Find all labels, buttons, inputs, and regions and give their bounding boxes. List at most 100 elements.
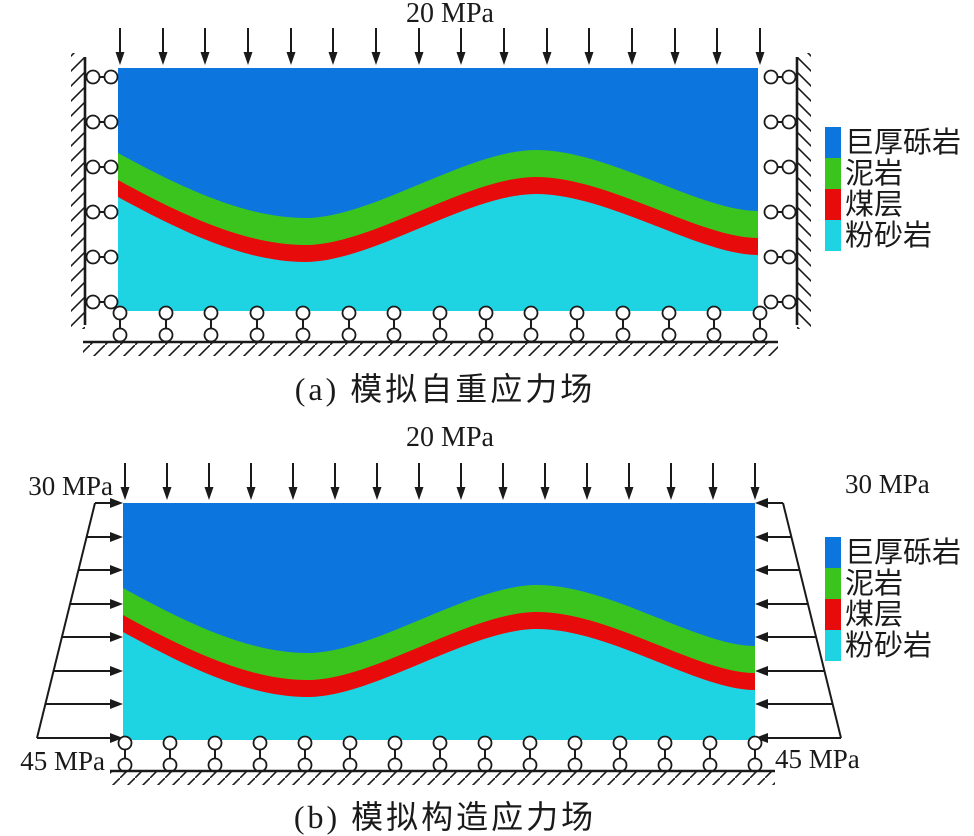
- arrowhead: [110, 565, 123, 575]
- roller-support: [297, 735, 313, 773]
- load-arrow-down: [413, 27, 425, 66]
- legend-label-conglomerate: 巨厚砾岩: [845, 536, 961, 569]
- roller-support: [702, 735, 718, 773]
- roller-support: [117, 735, 133, 773]
- arrowhead: [755, 498, 768, 508]
- load-arrow-down: [119, 462, 131, 501]
- panel-b-top-load-arrows: [119, 462, 761, 501]
- legend-label-siltstone: 粉砂岩: [845, 629, 932, 662]
- layer-siltstone: [118, 194, 758, 311]
- roller-support: [162, 735, 178, 773]
- roller-support: [661, 305, 677, 343]
- legend-swatch-conglomerate: [825, 537, 841, 568]
- ground-hatch: [110, 772, 775, 785]
- ground-hatch: [83, 343, 778, 356]
- load-arrow-down: [711, 27, 723, 66]
- roller-support: [615, 305, 631, 343]
- roller-support: [763, 69, 797, 85]
- load-arrow-down: [581, 462, 593, 501]
- roller-support: [752, 305, 768, 343]
- roller-support: [763, 249, 797, 265]
- load-arrow-down: [245, 462, 257, 501]
- load-arrow-down: [413, 462, 425, 501]
- load-arrow-down: [497, 462, 509, 501]
- panel-a-top-load-label: 20 MPa: [406, 0, 494, 29]
- legend-swatch-mudstone: [825, 568, 841, 599]
- load-arrow-down: [749, 462, 761, 501]
- load-arrow-down: [327, 27, 339, 66]
- legend-swatch-siltstone: [825, 220, 841, 251]
- panel-b-right-bottom-load-label: 45 MPa: [775, 744, 860, 774]
- panel-b-left-bottom-load-label: 45 MPa: [20, 746, 105, 776]
- panel-a-bottom-support: [83, 305, 778, 356]
- legend-swatch-conglomerate: [825, 127, 841, 158]
- roller-support: [295, 305, 311, 343]
- roller-support: [112, 305, 128, 343]
- roller-support: [249, 305, 265, 343]
- load-arrow-down: [114, 27, 126, 66]
- arrowhead: [755, 632, 768, 642]
- hatched-wall: [69, 51, 87, 331]
- panel-a-caption: (a) 模拟自重应力场: [295, 371, 596, 407]
- roller-support: [763, 204, 797, 220]
- arrowhead: [755, 666, 768, 676]
- legend-label-coal: 煤层: [845, 188, 903, 221]
- roller-support: [85, 249, 119, 265]
- panel-b: 20 MPa: [20, 422, 961, 835]
- arrowhead: [110, 599, 123, 609]
- arrowhead: [110, 699, 123, 709]
- panel-b-model: [123, 503, 755, 740]
- roller-support: [342, 735, 358, 773]
- legend-label-mudstone: 泥岩: [845, 157, 903, 190]
- load-arrow-down: [199, 27, 211, 66]
- load-arrow-down: [541, 27, 553, 66]
- panel-b-right-top-load-label: 30 MPa: [845, 469, 930, 499]
- roller-support: [158, 305, 174, 343]
- legend-swatch-coal: [825, 599, 841, 630]
- panel-a-top-load-arrows: [114, 27, 766, 66]
- roller-support: [85, 114, 119, 130]
- panel-b-legend: 巨厚砾岩 泥岩 煤层 粉砂岩: [825, 536, 961, 662]
- load-arrow-down: [455, 27, 467, 66]
- hatched-wall: [795, 51, 813, 331]
- roller-support: [85, 69, 119, 85]
- arrowhead: [755, 565, 768, 575]
- roller-support: [522, 735, 538, 773]
- load-arrow-down: [583, 27, 595, 66]
- load-arrow-down: [539, 462, 551, 501]
- load-arrow-down: [707, 462, 719, 501]
- arrowhead: [110, 632, 123, 642]
- load-arrow-down: [285, 27, 297, 66]
- roller-support: [386, 305, 402, 343]
- panel-b-caption: (b) 模拟构造应力场: [294, 799, 596, 835]
- roller-support: [523, 305, 539, 343]
- arrowhead: [755, 532, 768, 542]
- legend-label-coal: 煤层: [845, 598, 903, 631]
- arrowhead: [110, 532, 123, 542]
- load-arrow-down: [370, 27, 382, 66]
- roller-support: [763, 159, 797, 175]
- arrowhead: [755, 699, 768, 709]
- roller-support: [85, 294, 119, 310]
- roller-support: [203, 305, 219, 343]
- load-arrow-down: [623, 462, 635, 501]
- panel-b-top-load-label: 20 MPa: [406, 422, 494, 453]
- load-arrow-down: [455, 462, 467, 501]
- load-envelope-line: [36, 502, 96, 739]
- roller-support: [85, 204, 119, 220]
- roller-support: [763, 294, 797, 310]
- panel-a-legend: 巨厚砾岩 泥岩 煤层 粉砂岩: [825, 126, 961, 252]
- roller-support: [477, 735, 493, 773]
- roller-support: [207, 735, 223, 773]
- load-arrow-down: [626, 27, 638, 66]
- load-arrow-down: [203, 462, 215, 501]
- layer-siltstone: [123, 629, 755, 740]
- arrowhead: [755, 599, 768, 609]
- panel-a: 20 MPa: [69, 0, 961, 407]
- panel-b-left-lateral-load: [36, 498, 123, 743]
- roller-support: [747, 735, 763, 773]
- panel-a-right-wall-support: [763, 51, 813, 331]
- load-arrow-down: [242, 27, 254, 66]
